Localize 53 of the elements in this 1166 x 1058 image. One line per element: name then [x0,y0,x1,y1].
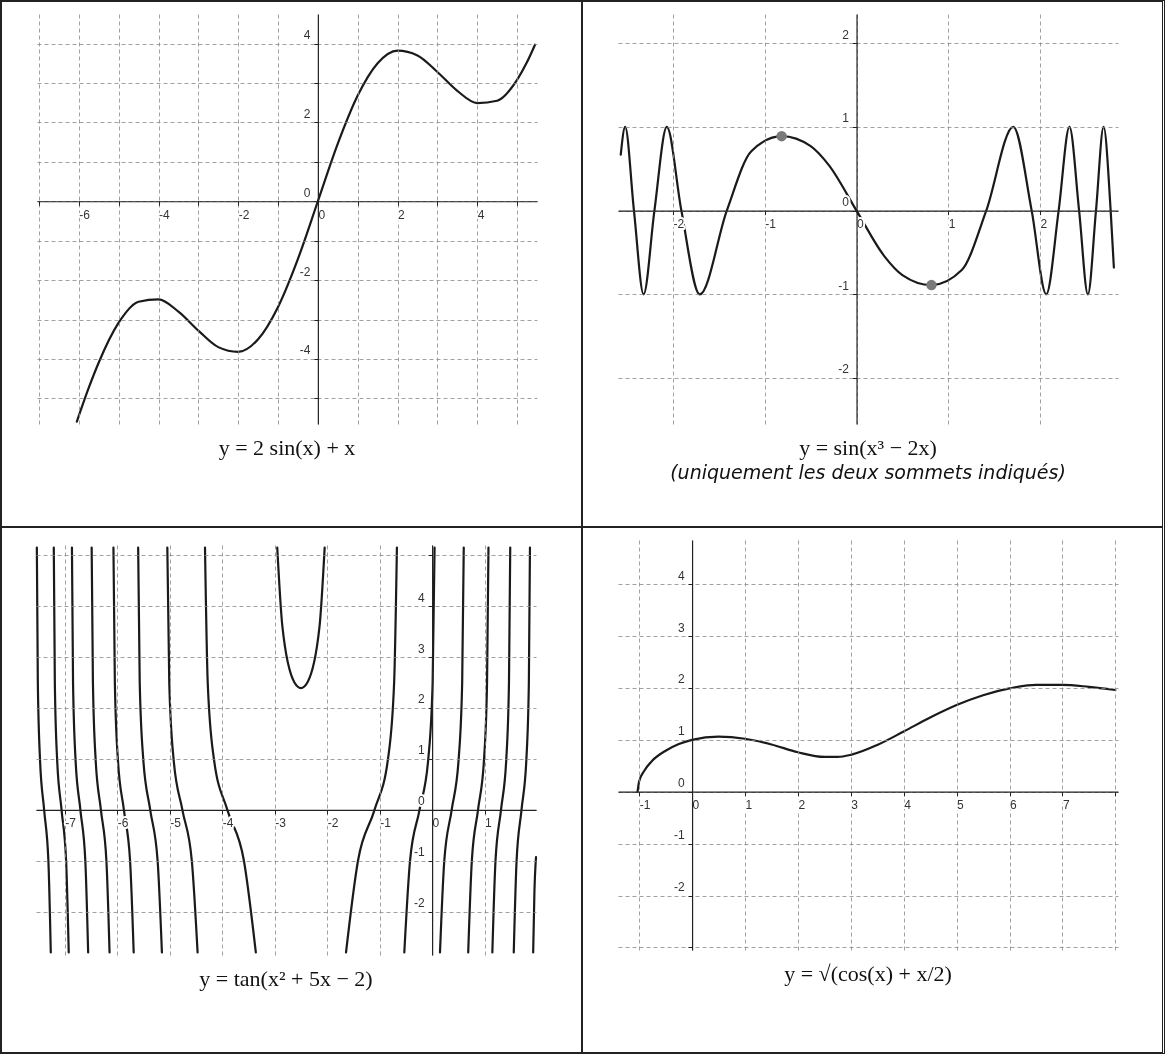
y-tick-label: 4 [417,590,425,605]
y-tick-label: 1 [417,743,425,758]
x-tick-label: -1 [639,798,651,813]
x-tick-label: -2 [238,207,250,222]
x-tick-label: -5 [170,816,182,831]
y-tick-label: 0 [677,776,685,791]
x-tick-label: 0 [692,798,700,813]
y-tick-label: 2 [417,692,425,707]
y-tick-label: 3 [677,620,685,635]
y-tick-label: 2 [303,106,311,121]
x-tick-label: -7 [65,816,77,831]
x-tick-label: 1 [948,217,956,232]
text: y = 2 sin(x) + x [218,435,355,460]
y-tick-label: -1 [413,845,425,860]
x-tick-label: -1 [764,217,776,232]
y-tick-label: -2 [413,896,425,911]
x-tick-label: -4 [222,816,234,831]
text: y = √(cos(x) + x/2) [783,961,952,986]
text: y = sin(x³ − 2x) [798,435,937,460]
y-tick-label: 0 [841,195,849,210]
x-tick-label: 2 [1040,217,1048,232]
x-tick-label: 6 [1009,798,1017,813]
x-tick-label: 4 [477,207,485,222]
y-tick-label: 4 [303,28,311,43]
x-tick-label: -6 [78,207,90,222]
text: (uniquement les deux sommets indiqués) [669,461,1066,483]
x-tick-label: 0 [432,816,440,831]
y-tick-label: 1 [677,724,685,739]
y-tick-label: 2 [677,672,685,687]
y-tick-label: -1 [673,828,685,843]
y-tick-label: -1 [837,278,849,293]
x-tick-label: 2 [397,207,405,222]
x-tick-label: 5 [956,798,964,813]
y-tick-label: 3 [417,641,425,656]
x-tick-label: -4 [158,207,170,222]
y-tick-label: 4 [677,568,685,583]
x-tick-label: -3 [275,816,287,831]
y-tick-label: -4 [299,343,311,358]
y-tick-label: -2 [299,264,311,279]
x-tick-label: 1 [485,816,493,831]
x-tick-label: 0 [317,207,325,222]
x-tick-label: -2 [327,816,339,831]
x-tick-label: 4 [903,798,911,813]
y-tick-label: 0 [303,185,311,200]
x-tick-label: 1 [744,798,752,813]
y-tick-label: -2 [837,362,849,377]
y-tick-label: 1 [841,111,849,126]
y-tick-label: 2 [841,27,849,42]
text: y = tan(x² + 5x − 2) [199,966,373,991]
x-tick-label: -1 [380,816,392,831]
x-tick-label: 2 [797,798,805,813]
x-tick-label: 7 [1062,798,1070,813]
y-tick-label: -2 [673,880,685,895]
